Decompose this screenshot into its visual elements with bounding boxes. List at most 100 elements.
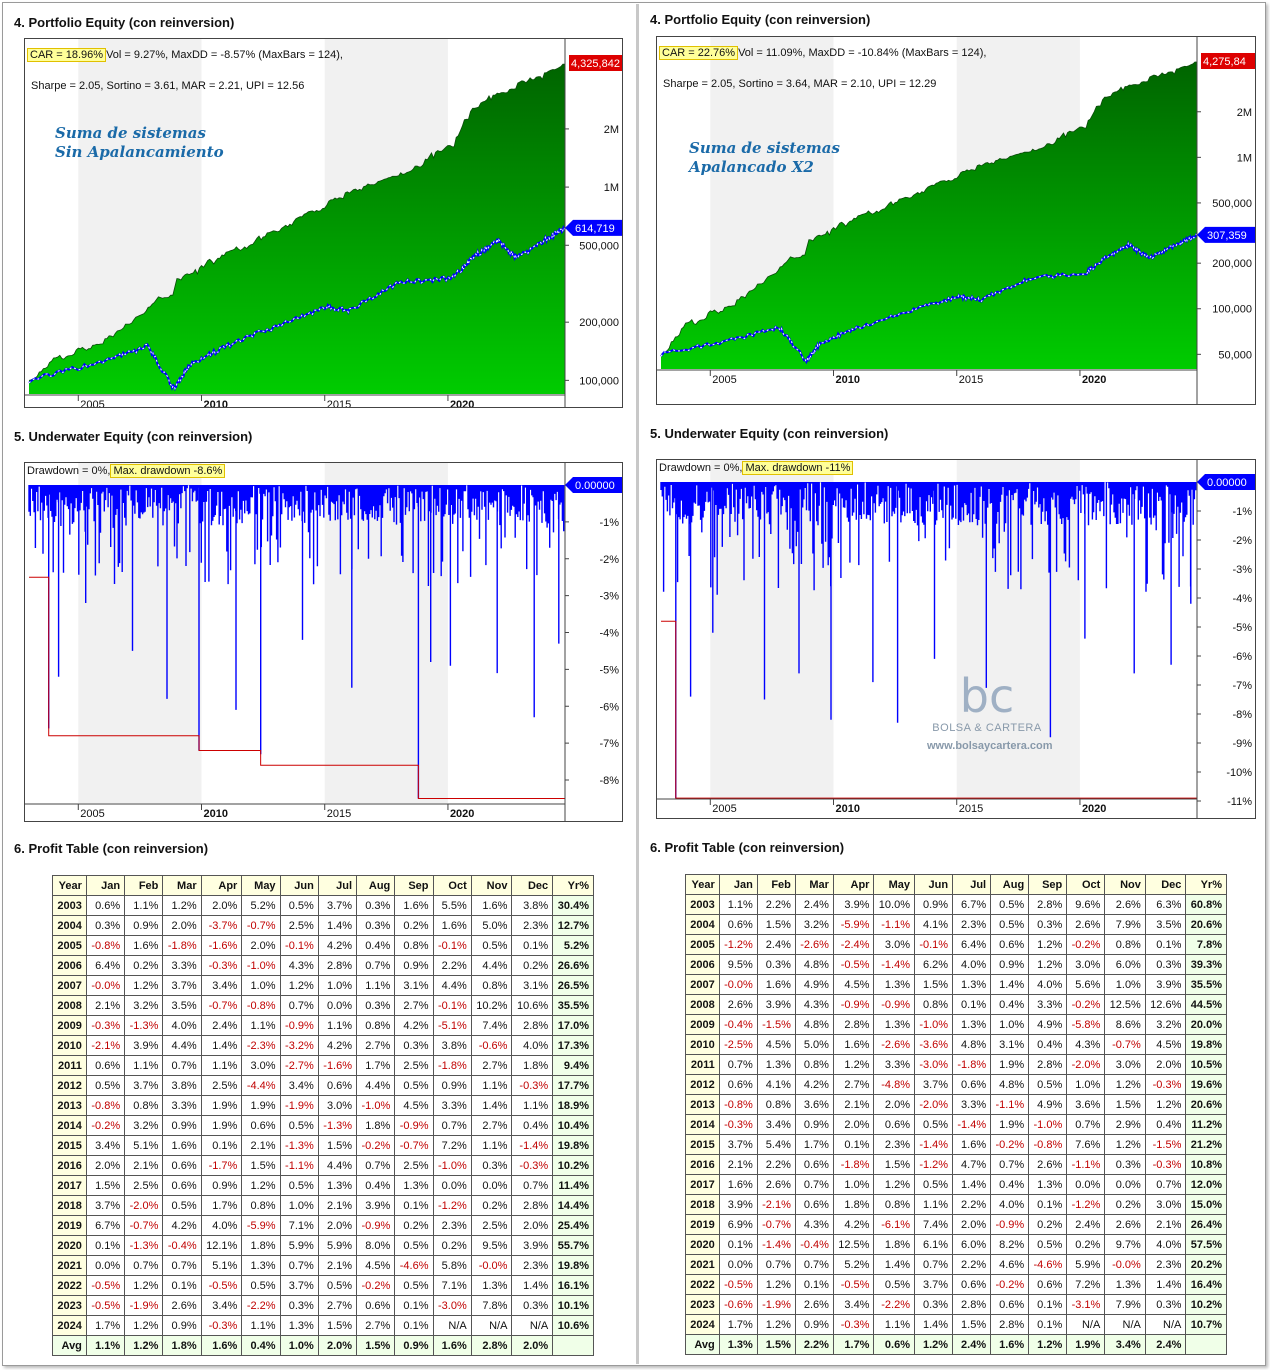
row-year: 2022 — [52, 1275, 87, 1296]
cell-return: 3.8% — [432, 1035, 472, 1056]
cell-return: 3.4% — [756, 1114, 796, 1135]
cell-return: 1.6% — [432, 1335, 472, 1356]
cell-return: 3.9% — [756, 994, 796, 1015]
watermark: bc BOLSA & CARTERA www.bolsaycartera.com — [927, 672, 1053, 752]
cell-return: N/A — [1144, 1314, 1187, 1335]
cell-return: 0.5% — [990, 914, 1030, 935]
cell-return: 1.0% — [1104, 974, 1146, 995]
left-bench-value-box — [565, 219, 622, 236]
right-equity-stats1: CAR = 22.76% Vol = 11.09%, MaxDD = -10.84… — [659, 46, 986, 60]
cell-return: 5.9% — [279, 1235, 319, 1256]
table-row: 2012 0.5% 3.7% 3.8% 2.5% -4.4% 3.4% 0.6% 4.4% 0.5… — [52, 1075, 594, 1096]
left-uw-value-box — [565, 477, 622, 493]
row-year-total: 10.8% — [1185, 1154, 1227, 1175]
cell-return: 3.9% — [124, 1035, 164, 1056]
cell-return: 0.3% — [85, 915, 126, 936]
right-col-header: Feb — [756, 874, 796, 895]
cell-return: 10.0% — [873, 894, 915, 915]
cell-return: 2.8% — [952, 1294, 992, 1315]
cell-return: 1.4% — [952, 1174, 992, 1195]
cell-return: 0.3% — [1028, 914, 1068, 935]
cell-return: -0.3% — [1144, 1154, 1187, 1175]
left-profit-table: Year Jan Feb Mar Apr May Jun Jul Aug Sep Oct Nov Dec… — [52, 875, 594, 1356]
cell-return: 0.7% — [990, 1154, 1030, 1175]
left-col-header: Jun — [279, 875, 319, 896]
cell-return: 3.0% — [241, 1055, 281, 1076]
left-bench-value-label: 614,719 — [575, 223, 615, 235]
cell-return: 2.7% — [394, 995, 434, 1016]
cell-return: -3.1% — [1066, 1294, 1106, 1315]
cell-return: 1.4% — [873, 1254, 915, 1275]
cell-return: -1.0% — [432, 1155, 472, 1176]
cell-return: -1.4% — [873, 954, 915, 975]
left-eq-xtick-label: 2020 — [450, 399, 474, 408]
cell-return: 0.8% — [356, 1015, 396, 1036]
cell-return: 2.6% — [1104, 1214, 1146, 1235]
cell-return: 1.2% — [162, 895, 202, 916]
cell-return: 2.0% — [200, 895, 243, 916]
cell-return: 0.0% — [718, 1254, 758, 1275]
cell-return: 4.4% — [356, 1075, 396, 1096]
cell-return: 0.1% — [511, 935, 554, 956]
cell-return: 0.2% — [470, 1195, 513, 1216]
right-col-header: Oct — [1066, 874, 1106, 895]
cell-return: 3.0% — [317, 1095, 358, 1116]
cell-return: 4.0% — [511, 1035, 554, 1056]
cell-return: 4.3% — [1066, 1034, 1106, 1055]
cell-return: -1.2% — [1066, 1194, 1106, 1215]
right-equity-line — [660, 61, 1197, 355]
right-uw-band — [710, 460, 834, 798]
table-row: 2022 -0.5% 1.2% 0.1% -0.5% 0.5% 3.7% 0.5% -0.2% 0… — [52, 1275, 594, 1296]
row-year: 2015 — [52, 1135, 87, 1156]
cell-return: -3.2% — [279, 1035, 319, 1056]
cell-return: 0.2% — [1028, 1214, 1068, 1235]
cell-return: 4.5% — [832, 974, 875, 995]
cell-return: 2.1% — [317, 1255, 358, 1276]
cell-return: 2.0% — [1144, 1054, 1187, 1075]
row-year-total: 19.8% — [1185, 1034, 1227, 1055]
left-system-name-line2: Sin Apalancamiento — [55, 143, 224, 161]
cell-return: 2.2% — [432, 955, 472, 976]
table-row: Avg 1.1% 1.2% 1.8% 1.6% 0.4% 1.0% 2.0% 1.5% 0.9% 1… — [52, 1335, 594, 1356]
cell-return: 0.0% — [470, 1175, 513, 1196]
cell-return: -1.1% — [1066, 1154, 1106, 1175]
cell-return: -0.6% — [470, 1035, 513, 1056]
cell-return: 1.2% — [832, 1054, 875, 1075]
cell-return: 4.0% — [990, 1194, 1030, 1215]
table-row: 2013 -0.8% 0.8% 3.3% 1.9% 1.9% -1.9% 3.0% -1.0% 4… — [52, 1095, 594, 1116]
cell-return: 0.8% — [913, 994, 954, 1015]
cell-return: -2.0% — [1066, 1054, 1106, 1075]
cell-return: 12.5% — [1104, 994, 1146, 1015]
cell-return: 2.4% — [1066, 1214, 1106, 1235]
cell-return: 0.3% — [1144, 954, 1187, 975]
row-year: Avg — [685, 1334, 720, 1355]
cell-return: 4.5% — [756, 1034, 796, 1055]
cell-return: -0.8% — [85, 1095, 126, 1116]
right-eq-xtick-label: 2020 — [1082, 374, 1106, 386]
table-row: 2009 -0.3% -1.3% 4.0% 2.4% 1.1% -0.9% 1.1% 0.8% 4… — [52, 1015, 594, 1036]
right-uw-ytick-label: -11% — [1227, 796, 1252, 808]
cell-return: 3.4% — [1104, 1334, 1146, 1355]
right-uw-ytick-label: -1% — [1232, 506, 1252, 518]
cell-return: 0.1% — [1028, 1294, 1068, 1315]
row-year-total: 44.5% — [1185, 994, 1227, 1015]
left-eq-ytick-label: 200,000 — [579, 317, 619, 329]
cell-return: 0.8% — [394, 935, 434, 956]
cell-return: -0.8% — [718, 1094, 758, 1115]
cell-return: 1.1% — [200, 1055, 243, 1076]
cell-return: 1.0% — [1066, 1074, 1106, 1095]
row-year: 2022 — [685, 1274, 720, 1295]
row-year-total: 20.0% — [1185, 1014, 1227, 1035]
left-uw-ytick-label: -8% — [599, 775, 619, 787]
right-col-header: Yr% — [1185, 874, 1227, 895]
row-year-total: 11.4% — [552, 1175, 594, 1196]
cell-return: 9.5% — [470, 1235, 513, 1256]
cell-return: 1.6% — [432, 915, 472, 936]
cell-return: 7.1% — [279, 1215, 319, 1236]
row-year-total: 21.2% — [1185, 1134, 1227, 1155]
row-year-total: 19.6% — [1185, 1074, 1227, 1095]
cell-return: 1.2% — [1144, 1094, 1187, 1115]
cell-return: 0.7% — [356, 1155, 396, 1176]
row-year-total: 11.2% — [1185, 1114, 1227, 1135]
row-year-total: 17.0% — [552, 1015, 594, 1036]
